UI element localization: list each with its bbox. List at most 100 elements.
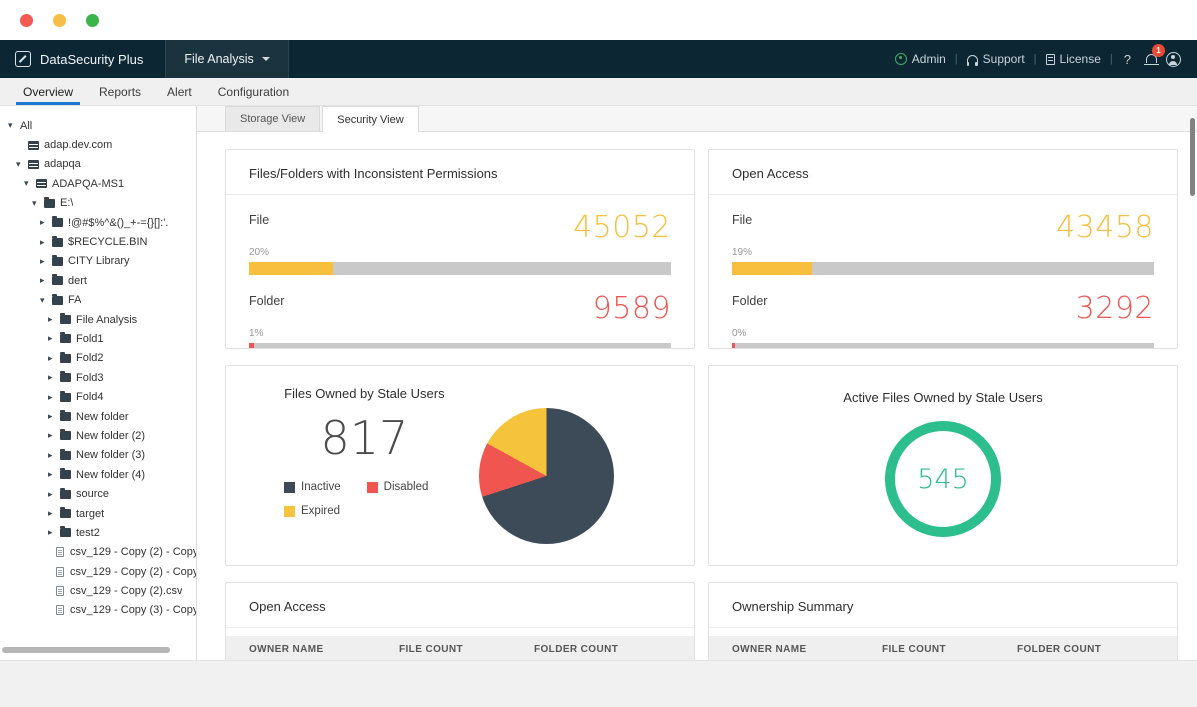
column-header-folder-count: FOLDER COUNT: [534, 643, 619, 655]
notification-bell-button[interactable]: 1: [1144, 44, 1165, 66]
bell-icon: [1144, 54, 1159, 65]
tab-storage-view[interactable]: Storage View: [225, 106, 321, 131]
tree-item-label: test2: [76, 526, 100, 539]
dashboard-cards: Files/Folders with Inconsistent Permissi…: [197, 132, 1197, 660]
tree-item[interactable]: ▾ E:\: [0, 194, 196, 213]
tree-item[interactable]: ▾ adapqa: [0, 155, 196, 174]
brand[interactable]: DataSecurity Plus: [0, 40, 165, 78]
progress-bar: [732, 343, 1154, 348]
tree-item[interactable]: ▸ CITY Library: [0, 252, 196, 271]
module-dropdown[interactable]: File Analysis: [165, 40, 289, 78]
tree-item[interactable]: csv_129 - Copy (2) - Copy - Cop: [0, 543, 196, 562]
tree-item-label: Fold2: [76, 352, 104, 365]
legend-swatch: [366, 481, 378, 493]
window-minimize-button[interactable]: [53, 13, 66, 27]
tab-security-view[interactable]: Security View: [322, 106, 419, 132]
help-button[interactable]: ?: [1123, 51, 1131, 67]
tree-item[interactable]: ▸ New folder: [0, 407, 196, 426]
tree-item-label: ADAPQA-MS1: [52, 177, 125, 190]
chevron-right-icon[interactable]: ▸: [48, 352, 53, 363]
admin-link[interactable]: Admin: [894, 52, 946, 66]
tree-item[interactable]: ▸ test2: [0, 523, 196, 542]
chevron-right-icon[interactable]: ▸: [40, 236, 45, 247]
tree-item[interactable]: ▸ Fold2: [0, 349, 196, 368]
nav-tab-overview[interactable]: Overview: [10, 78, 86, 105]
window-close-button[interactable]: [20, 13, 33, 27]
server-tree: ▾ All adap.dev.com ▾ adapqa ▾ ADAPQA-MS1 ▾ E:\ ▸!…: [0, 106, 196, 620]
tree-item[interactable]: ▸ File Analysis: [0, 310, 196, 329]
license-link[interactable]: License: [1045, 52, 1101, 66]
folder-icon: [60, 526, 71, 538]
metric-value: 43458: [1056, 210, 1154, 245]
chevron-right-icon[interactable]: ▸: [40, 217, 45, 228]
sidebar-horizontal-scrollbar[interactable]: [2, 647, 170, 653]
progress-bar: [732, 262, 1154, 275]
metric-percent: 19%: [732, 247, 753, 258]
metric-percent: 1%: [249, 328, 264, 339]
progress-fill: [732, 262, 813, 275]
chevron-right-icon[interactable]: ▸: [48, 314, 53, 325]
metric-label: File: [249, 213, 270, 227]
tree-item[interactable]: ▸ Fold3: [0, 368, 196, 387]
tree-item[interactable]: ▾ FA: [0, 291, 196, 310]
chevron-right-icon[interactable]: ▸: [48, 333, 53, 344]
tree-item[interactable]: ▸ Fold1: [0, 329, 196, 348]
card-title: Open Access: [226, 583, 694, 628]
tree-item[interactable]: csv_129 - Copy (2).csv: [0, 581, 196, 600]
chevron-right-icon[interactable]: ▸: [48, 508, 53, 518]
folder-icon: [44, 196, 55, 208]
chevron-right-icon[interactable]: ▸: [48, 469, 53, 480]
chevron-down-icon[interactable]: ▾: [8, 120, 13, 131]
legend-swatch: [284, 481, 295, 493]
tree-item[interactable]: ▸ Fold4: [0, 387, 196, 406]
card-inconsistent-permissions: Files/Folders with Inconsistent Permissi…: [225, 149, 695, 349]
chevron-down-icon[interactable]: ▾: [16, 158, 21, 169]
tree-item[interactable]: ▸ New folder (3): [0, 446, 196, 465]
license-link-label: License: [1059, 52, 1101, 66]
chevron-right-icon[interactable]: ▸: [48, 430, 53, 441]
tree-item[interactable]: ▸ New folder (4): [0, 465, 196, 484]
card-title: Ownership Summary: [709, 583, 1177, 628]
tree-item[interactable]: ▾ ADAPQA-MS1: [0, 174, 196, 193]
card-ownership-summary: Ownership Summary OWNER NAME FILE COUNT …: [708, 582, 1178, 660]
chevron-right-icon[interactable]: ▸: [48, 411, 53, 422]
window-zoom-button[interactable]: [86, 13, 99, 27]
tree-item[interactable]: ▸ !@#$%^&()_+-={}[]:'.: [0, 213, 196, 232]
chevron-right-icon[interactable]: ▸: [48, 527, 53, 538]
chevron-right-icon[interactable]: ▸: [48, 391, 53, 402]
tree-item[interactable]: adap.dev.com: [0, 135, 196, 154]
chevron-right-icon[interactable]: ▸: [40, 275, 45, 286]
main-vertical-scrollbar[interactable]: [1190, 118, 1195, 196]
tree-item[interactable]: csv_129 - Copy (3) - Copy.csv: [0, 601, 196, 620]
file-icon: [56, 586, 64, 597]
folder-icon: [60, 371, 71, 383]
tree-item-label: Fold4: [76, 391, 104, 404]
support-link-label: Support: [982, 52, 1025, 66]
tree-item[interactable]: ▾ All: [0, 116, 196, 135]
tree-item[interactable]: ▸ New folder (2): [0, 426, 196, 445]
nav-tab-configuration[interactable]: Configuration: [217, 84, 290, 99]
tree-item[interactable]: ▸ source: [0, 484, 196, 503]
header-divider: |: [1033, 53, 1037, 65]
progress-bar: [249, 343, 671, 348]
chevron-right-icon[interactable]: ▸: [48, 488, 53, 499]
nav-tab-alert[interactable]: Alert: [167, 84, 192, 99]
document-icon: [1045, 53, 1055, 65]
support-link[interactable]: Support: [966, 52, 1025, 66]
chevron-down-icon[interactable]: ▾: [32, 197, 37, 208]
chevron-down-icon[interactable]: ▾: [24, 178, 29, 189]
metric-label: File: [732, 213, 753, 227]
nav-tab-reports[interactable]: Reports: [99, 84, 142, 99]
chevron-right-icon[interactable]: ▸: [48, 449, 53, 460]
tree-item[interactable]: ▸ dert: [0, 271, 196, 290]
brand-logo-icon: [15, 51, 31, 67]
folder-icon: [52, 293, 63, 305]
tree-item[interactable]: ▸ $RECYCLE.BIN: [0, 232, 196, 251]
metric-file: File 45052 20%: [226, 213, 694, 275]
tree-item[interactable]: csv_129 - Copy (2) - Copy.csv: [0, 562, 196, 581]
user-account-icon[interactable]: [1166, 51, 1181, 67]
chevron-right-icon[interactable]: ▸: [40, 255, 45, 266]
chevron-down-icon[interactable]: ▾: [40, 294, 45, 305]
chevron-right-icon[interactable]: ▸: [48, 372, 53, 383]
tree-item[interactable]: ▸ target: [0, 504, 196, 523]
